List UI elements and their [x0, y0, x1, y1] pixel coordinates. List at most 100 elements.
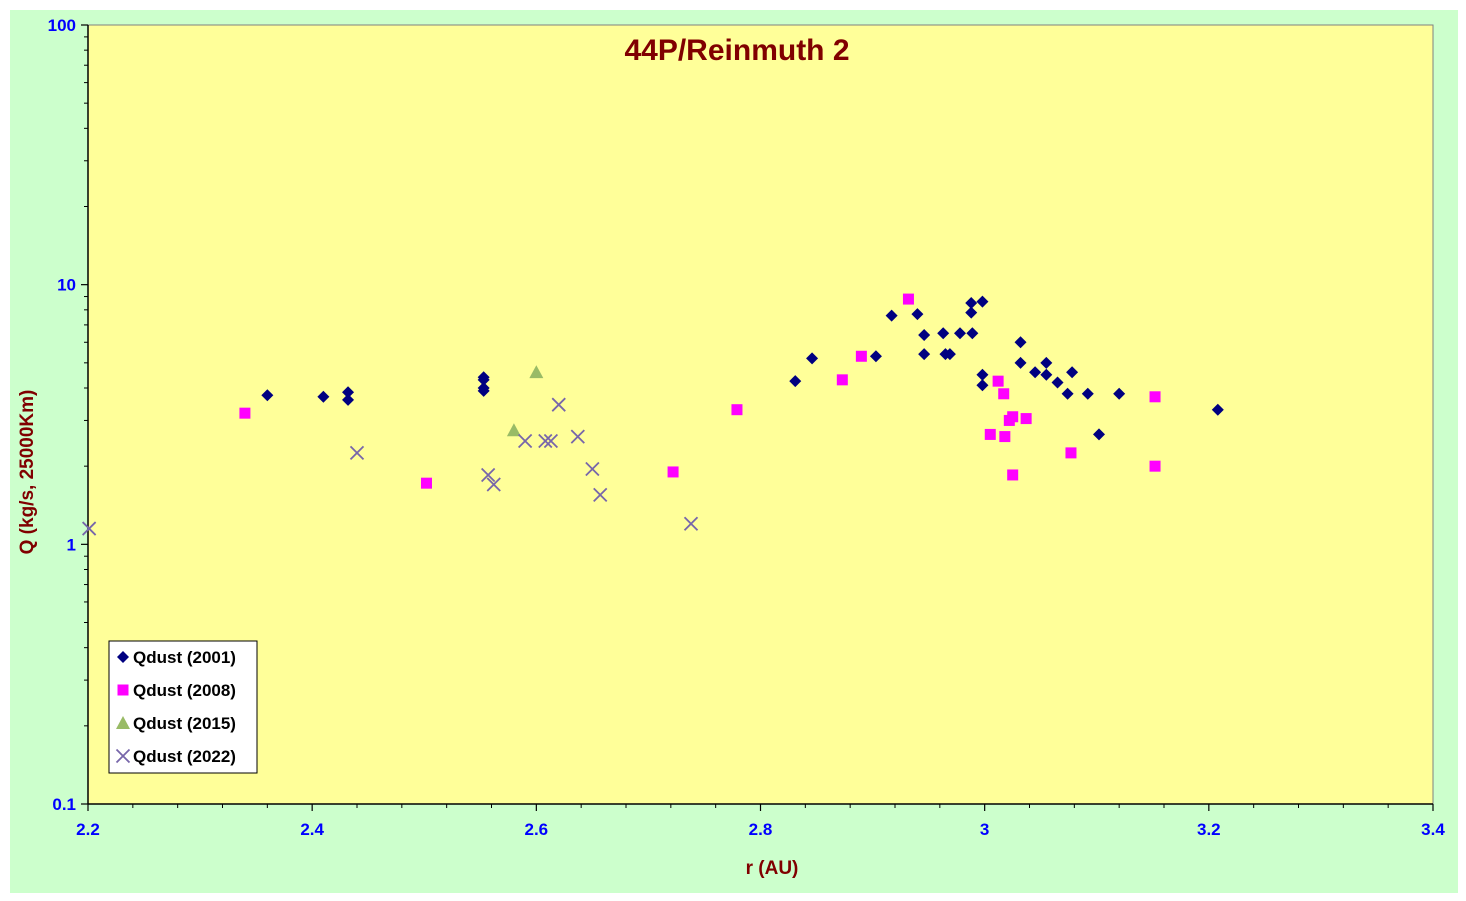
data-point [81, 521, 97, 536]
legend-marker [117, 651, 129, 663]
data-point [965, 296, 978, 309]
x-tick-label: 3.4 [1421, 820, 1445, 839]
data-point [1007, 411, 1019, 423]
data-point [992, 375, 1004, 387]
data-point [506, 423, 521, 437]
x-tick-label: 2.8 [749, 820, 773, 839]
y-tick-label: 1 [67, 535, 76, 554]
legend: Qdust (2001) Qdust (2008) Qdust (2015) Qdus… [108, 640, 258, 774]
data-point [918, 328, 931, 341]
data-point [1065, 447, 1077, 459]
chart-title: 44P/Reinmuth 2 [624, 34, 849, 67]
x-tick-label: 3 [980, 820, 989, 839]
data-point [984, 428, 996, 440]
legend-item: Qdust (2022) [115, 747, 236, 766]
data-point [1066, 366, 1079, 379]
data-point [1149, 460, 1161, 472]
x-tick-label: 3.2 [1197, 820, 1221, 839]
data-point [551, 397, 566, 412]
y-tick-label: 0.1 [52, 795, 76, 814]
x-tick-label: 2.6 [525, 820, 549, 839]
data-point [683, 516, 699, 531]
data-point [420, 477, 432, 489]
legend-box [108, 640, 258, 774]
legend-item: Qdust (2008) [117, 681, 236, 700]
data-point [1014, 336, 1027, 349]
series-1 [261, 295, 1224, 441]
y-axis-ticks: 0.1 1 10 100 [48, 16, 88, 814]
data-point [342, 386, 355, 399]
data-point [911, 308, 924, 321]
data-point [902, 293, 914, 305]
legend-label: Qdust (2015) [133, 714, 236, 733]
data-point [349, 445, 365, 461]
series-4 [81, 397, 699, 536]
data-point [593, 487, 608, 503]
data-point [1113, 387, 1126, 400]
legend-label: Qdust (2008) [133, 681, 236, 700]
data-point [855, 350, 867, 362]
series-2 [239, 293, 1161, 489]
x-axis-ticks: 2.2 2.4 2.6 2.8 3 3.2 3.4 [76, 804, 1445, 839]
data-point [667, 466, 679, 478]
data-point [317, 390, 330, 403]
legend-item: Qdust (2001) [117, 648, 236, 667]
legend-item: Qdust (2015) [116, 714, 236, 733]
data-point [481, 467, 496, 483]
data-point [869, 350, 882, 363]
y-axis-title: Q (kg/s, 25000Km) [17, 390, 38, 555]
data-point [954, 327, 967, 340]
data-point [517, 433, 533, 449]
y-tick-label: 10 [57, 276, 76, 295]
data-point [543, 433, 559, 449]
data-point [585, 461, 600, 477]
data-point [1211, 403, 1224, 416]
data-point [789, 375, 802, 388]
data-point [731, 404, 743, 416]
data-points [81, 293, 1224, 536]
data-point [239, 407, 251, 419]
data-point [1149, 391, 1161, 403]
data-point [1020, 413, 1032, 425]
data-point [342, 393, 355, 406]
data-point [965, 306, 978, 319]
data-point [477, 373, 490, 386]
data-point [1051, 376, 1064, 389]
data-point [570, 429, 585, 444]
y-tick-label: 100 [48, 16, 76, 35]
data-point [966, 327, 979, 340]
data-point [1029, 366, 1042, 379]
data-point [918, 348, 931, 361]
data-point [999, 431, 1011, 443]
data-point [998, 388, 1010, 400]
data-point [976, 295, 989, 308]
legend-items: Qdust (2001) Qdust (2008) Qdust (2015) Qdus… [115, 648, 236, 766]
plot-area [87, 24, 1434, 805]
data-point [477, 384, 490, 397]
data-point [1007, 469, 1019, 481]
data-point [976, 379, 989, 392]
data-point [976, 368, 989, 381]
x-axis-title: r (AU) [746, 858, 799, 879]
data-point [937, 327, 950, 340]
x-tick-label: 2.2 [76, 820, 100, 839]
y-minor-ticks [84, 36, 88, 727]
data-point [529, 365, 544, 379]
data-point [1092, 428, 1105, 441]
legend-marker [115, 748, 131, 764]
data-point [486, 477, 501, 492]
data-point [943, 348, 956, 361]
legend-marker [116, 716, 130, 729]
legend-label: Qdust (2001) [133, 648, 236, 667]
data-point [1081, 387, 1094, 400]
data-point [1040, 356, 1053, 369]
data-point [1014, 356, 1027, 369]
data-point [261, 389, 274, 402]
data-point [1040, 368, 1053, 381]
data-point [836, 374, 848, 386]
data-point [1061, 387, 1074, 400]
x-tick-label: 2.4 [300, 820, 324, 839]
series-3 [506, 365, 544, 437]
